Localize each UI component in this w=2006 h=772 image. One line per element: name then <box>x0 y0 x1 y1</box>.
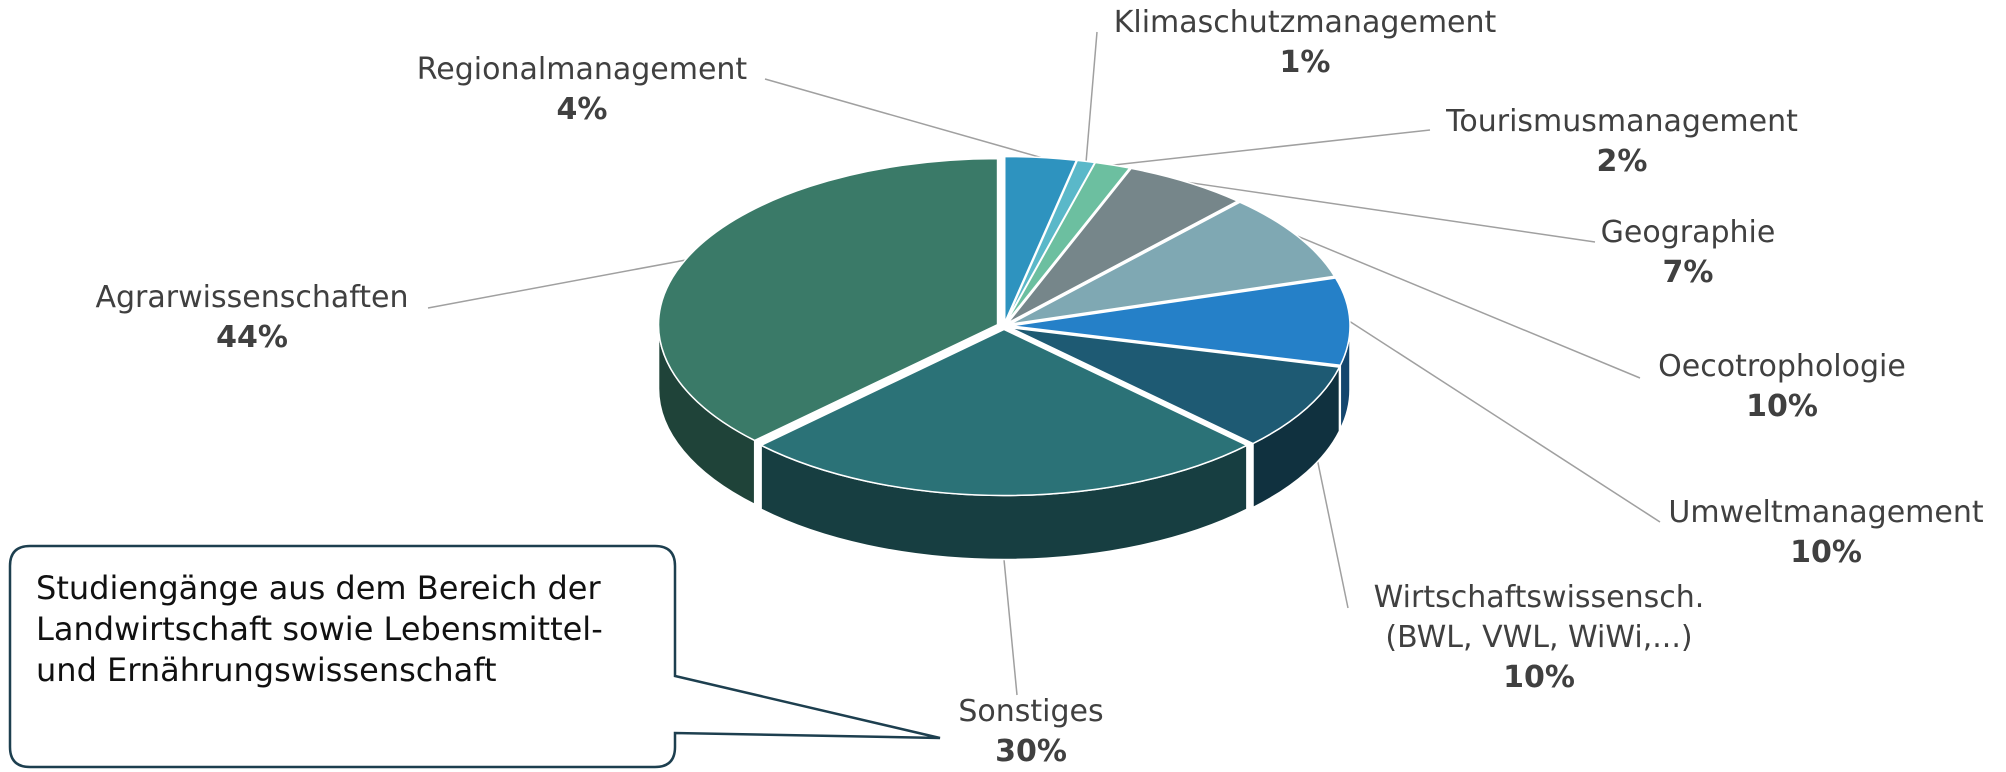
category-label: Geographie <box>1600 215 1776 250</box>
leader-line <box>1085 31 1098 162</box>
category-label: Tourismusmanagement <box>1446 104 1798 139</box>
leader-line <box>1187 181 1596 243</box>
category-label: Wirtschaftswissensch. (BWL, VWL, WiWi,..… <box>1373 580 1705 655</box>
slice <box>1010 277 1351 367</box>
slice-label: Sonstiges 30% <box>958 692 1103 772</box>
slice-label: Klimaschutzmanagement 1% <box>1114 3 1497 83</box>
value-label: 4% <box>556 92 608 127</box>
slice-label: Wirtschaftswissensch. (BWL, VWL, WiWi,..… <box>1359 578 1719 698</box>
slice <box>759 328 1249 497</box>
slice <box>1007 167 1240 324</box>
slice-label: Geographie 7% <box>1601 213 1776 293</box>
slice <box>1009 326 1341 445</box>
value-label: 10% <box>1790 535 1862 570</box>
value-label: 44% <box>216 320 288 355</box>
slice-label: Regionalmanagement 4% <box>417 50 747 130</box>
callout-text: Studiengänge aus dem Bereich der Landwir… <box>36 569 603 689</box>
value-label: 30% <box>995 734 1067 769</box>
category-label: Agrarwissenschaften <box>95 280 409 315</box>
value-label: 10% <box>1503 660 1575 695</box>
value-label: 2% <box>1596 144 1648 179</box>
leader-line <box>1349 320 1661 523</box>
category-label: Sonstiges <box>958 694 1104 729</box>
leader-line <box>764 78 1041 159</box>
category-label: Regionalmanagement <box>416 52 748 87</box>
value-label: 1% <box>1279 45 1331 80</box>
leader-line <box>1003 559 1018 696</box>
leader-line <box>427 259 686 309</box>
callout-box <box>8 544 941 769</box>
value-label: 10% <box>1746 389 1818 424</box>
leader-lines <box>427 31 1661 696</box>
slice <box>1003 155 1078 323</box>
leader-line <box>1297 235 1641 379</box>
slice-label: Agrarwissenschaften 44% <box>95 278 408 358</box>
category-label: Umweltmanagement <box>1668 495 1984 530</box>
slice <box>657 157 999 442</box>
category-label: Oecotrophologie <box>1658 349 1906 384</box>
slice-label: Oecotrophologie 10% <box>1658 347 1906 427</box>
category-label: Klimaschutzmanagement <box>1113 5 1497 40</box>
value-label: 7% <box>1662 255 1714 290</box>
slice-label: Tourismusmanagement 2% <box>1446 102 1798 182</box>
slice <box>1005 161 1132 324</box>
slice-label: Umweltmanagement 10% <box>1668 493 1983 573</box>
slice-tops <box>657 155 1351 497</box>
slice <box>1009 201 1336 325</box>
leader-line <box>1112 129 1431 166</box>
